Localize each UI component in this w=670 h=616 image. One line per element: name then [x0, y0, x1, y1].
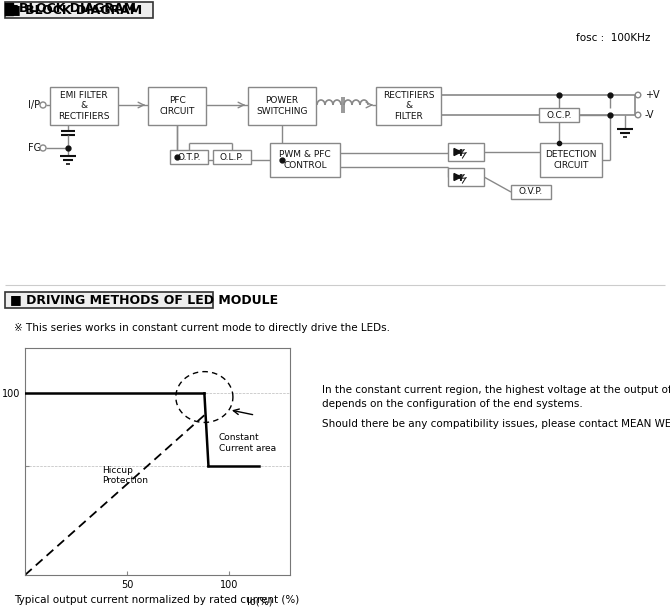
Text: EMI FILTER
&
RECTIFIERS: EMI FILTER & RECTIFIERS — [58, 91, 110, 121]
Text: PFC
CIRCUIT: PFC CIRCUIT — [159, 96, 195, 116]
Bar — [270, 143, 340, 177]
Polygon shape — [454, 174, 461, 180]
Text: O.C.P.: O.C.P. — [546, 110, 572, 120]
Text: Hiccup
Protection: Hiccup Protection — [103, 466, 149, 485]
Text: O.T.P.: O.T.P. — [178, 153, 201, 161]
Text: ※ This series works in constant current mode to directly drive the LEDs.: ※ This series works in constant current … — [14, 323, 390, 333]
Text: FG: FG — [28, 143, 41, 153]
Bar — [213, 150, 251, 164]
Text: In the constant current region, the highest voltage at the output of the driver: In the constant current region, the high… — [322, 385, 670, 395]
Bar — [5, 2, 153, 18]
Text: depends on the configuration of the end systems.: depends on the configuration of the end … — [322, 399, 583, 409]
Bar — [376, 87, 441, 125]
Text: ■ BLOCK DIAGRAM: ■ BLOCK DIAGRAM — [9, 4, 142, 17]
Text: I/P: I/P — [28, 100, 40, 110]
Bar — [448, 168, 484, 186]
Text: BLOCK DIAGRAM: BLOCK DIAGRAM — [19, 2, 136, 15]
Text: Typical output current normalized by rated current (%): Typical output current normalized by rat… — [14, 595, 299, 605]
Text: Io(%): Io(%) — [247, 597, 272, 607]
Text: RECTIFIERS
&
FILTER: RECTIFIERS & FILTER — [383, 91, 434, 121]
Text: O.L.P.: O.L.P. — [220, 153, 244, 161]
Bar — [148, 87, 206, 125]
Text: -V: -V — [645, 110, 655, 120]
Text: PWM & PFC
CONTROL: PWM & PFC CONTROL — [279, 150, 331, 169]
Text: Should there be any compatibility issues, please contact MEAN WELL.: Should there be any compatibility issues… — [322, 419, 670, 429]
Bar — [540, 143, 602, 177]
Bar — [511, 185, 551, 199]
Polygon shape — [454, 148, 461, 155]
Text: ■: ■ — [7, 2, 19, 15]
Text: fosc :  100KHz: fosc : 100KHz — [576, 33, 650, 43]
Text: Constant
Current area: Constant Current area — [218, 433, 276, 453]
Text: ■ DRIVING METHODS OF LED MODULE: ■ DRIVING METHODS OF LED MODULE — [10, 293, 278, 307]
Bar — [539, 108, 579, 122]
Bar — [248, 87, 316, 125]
Text: DETECTION
CIRCUIT: DETECTION CIRCUIT — [545, 150, 597, 169]
Bar — [5, 292, 213, 308]
Text: POWER
SWITCHING: POWER SWITCHING — [256, 96, 308, 116]
Bar — [170, 150, 208, 164]
Bar — [448, 143, 484, 161]
Text: +V: +V — [645, 90, 660, 100]
Bar — [50, 87, 118, 125]
Text: O.V.P.: O.V.P. — [519, 187, 543, 197]
